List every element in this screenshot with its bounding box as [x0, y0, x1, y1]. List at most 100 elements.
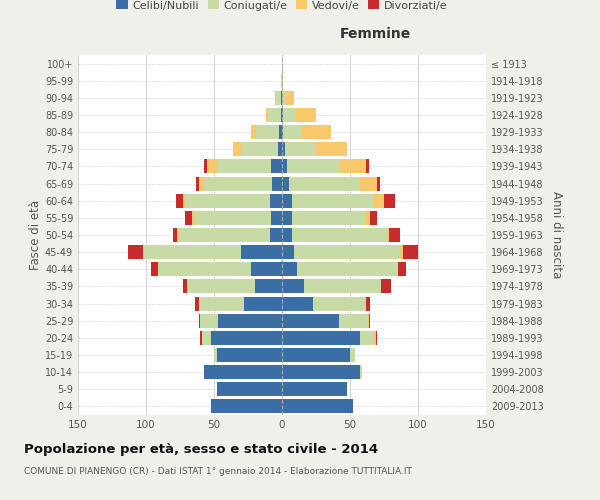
Bar [359, 331, 374, 345]
Bar [381, 280, 391, 293]
Bar [183, 194, 185, 207]
Bar [313, 296, 367, 310]
Bar [278, 142, 282, 156]
Bar [211, 331, 282, 345]
Bar [217, 382, 282, 396]
Text: Popolazione per età, sesso e stato civile - 2014: Popolazione per età, sesso e stato civil… [24, 442, 378, 456]
Bar [282, 382, 347, 396]
Bar [251, 125, 256, 139]
Bar [128, 245, 143, 259]
Bar [282, 400, 353, 413]
Text: Femmine: Femmine [340, 26, 412, 40]
Bar [183, 280, 187, 293]
Bar [376, 331, 377, 345]
Bar [400, 245, 403, 259]
Bar [282, 91, 286, 105]
Bar [359, 365, 362, 379]
Bar [340, 160, 367, 173]
Bar [285, 142, 316, 156]
Bar [282, 108, 283, 122]
Bar [158, 262, 251, 276]
Bar [282, 160, 287, 173]
Bar [287, 160, 340, 173]
Bar [268, 108, 281, 122]
Bar [370, 211, 377, 225]
Bar [296, 108, 316, 122]
Bar [255, 280, 282, 293]
Bar [286, 91, 294, 105]
Bar [292, 228, 387, 242]
Bar [185, 194, 270, 207]
Bar [199, 296, 244, 310]
Bar [282, 348, 350, 362]
Bar [368, 314, 369, 328]
Bar [214, 348, 217, 362]
Bar [369, 314, 370, 328]
Bar [282, 245, 294, 259]
Bar [187, 280, 255, 293]
Bar [367, 160, 369, 173]
Bar [389, 228, 400, 242]
Bar [403, 245, 418, 259]
Bar [282, 142, 285, 156]
Bar [199, 314, 200, 328]
Bar [251, 262, 282, 276]
Bar [173, 228, 177, 242]
Bar [282, 280, 304, 293]
Bar [282, 211, 292, 225]
Bar [282, 262, 297, 276]
Bar [304, 280, 381, 293]
Bar [281, 91, 282, 105]
Bar [283, 125, 302, 139]
Bar [294, 245, 400, 259]
Bar [289, 176, 359, 190]
Bar [387, 228, 389, 242]
Bar [218, 314, 282, 328]
Bar [202, 331, 211, 345]
Bar [233, 142, 241, 156]
Bar [350, 348, 355, 362]
Bar [316, 142, 347, 156]
Bar [205, 365, 282, 379]
Bar [367, 296, 370, 310]
Bar [398, 262, 406, 276]
Bar [302, 125, 331, 139]
Bar [211, 400, 282, 413]
Bar [200, 331, 202, 345]
Bar [241, 245, 282, 259]
Bar [281, 74, 282, 88]
Legend: Celibi/Nubili, Coniugati/e, Vedovi/e, Divorziati/e: Celibi/Nubili, Coniugati/e, Vedovi/e, Di… [112, 0, 452, 15]
Bar [199, 176, 205, 190]
Bar [200, 314, 218, 328]
Bar [339, 314, 368, 328]
Bar [292, 194, 373, 207]
Bar [282, 365, 359, 379]
Bar [244, 296, 282, 310]
Bar [151, 262, 158, 276]
Y-axis label: Fasce di età: Fasce di età [29, 200, 42, 270]
Bar [282, 331, 359, 345]
Bar [297, 262, 398, 276]
Bar [373, 194, 384, 207]
Bar [256, 125, 279, 139]
Bar [177, 228, 179, 242]
Bar [196, 176, 199, 190]
Bar [270, 228, 282, 242]
Bar [217, 348, 282, 362]
Bar [282, 314, 339, 328]
Bar [271, 211, 282, 225]
Bar [359, 176, 377, 190]
Bar [282, 228, 292, 242]
Bar [282, 194, 292, 207]
Bar [281, 108, 282, 122]
Bar [282, 296, 313, 310]
Bar [270, 194, 282, 207]
Bar [241, 142, 278, 156]
Bar [176, 194, 183, 207]
Bar [192, 211, 194, 225]
Bar [275, 91, 281, 105]
Bar [365, 211, 370, 225]
Bar [271, 160, 282, 173]
Bar [266, 108, 268, 122]
Bar [272, 176, 282, 190]
